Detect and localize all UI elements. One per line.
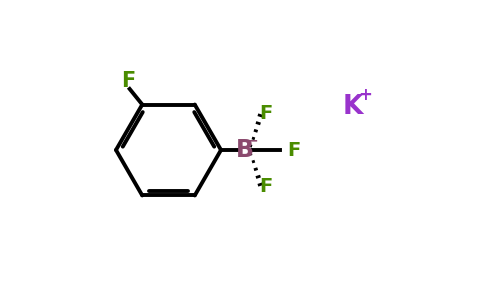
Text: F: F (259, 103, 272, 123)
Text: K: K (343, 94, 363, 119)
Text: F: F (259, 177, 272, 196)
Text: B: B (236, 138, 254, 162)
Text: F: F (121, 71, 135, 92)
Text: −: − (247, 133, 258, 147)
Text: +: + (359, 86, 373, 104)
Text: F: F (287, 140, 301, 160)
